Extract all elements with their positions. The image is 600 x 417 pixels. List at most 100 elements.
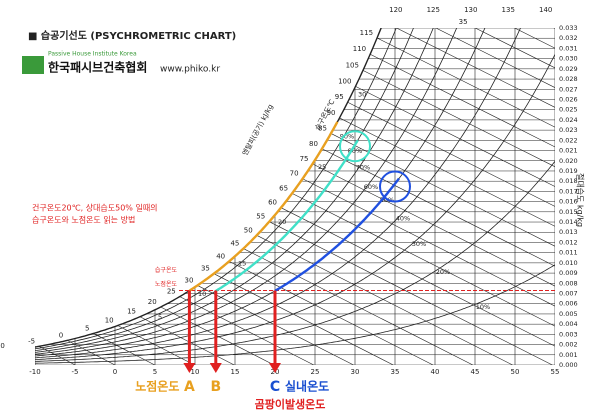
highlight-circle — [339, 130, 371, 163]
grid-line — [347, 101, 555, 207]
highlight-curve — [188, 121, 339, 292]
grid-line — [179, 296, 314, 365]
grid-line — [370, 53, 555, 148]
grid-line — [355, 86, 555, 187]
y-tick-label: 0.007 — [559, 290, 578, 298]
enthalpy-label: 105 — [346, 61, 359, 69]
y-tick-label: 0.014 — [559, 218, 578, 226]
x-tick-label: 45 — [471, 368, 480, 376]
arrow-label: 노점온도 — [135, 379, 179, 394]
y-tick-label: 0.017 — [559, 187, 578, 195]
grid-line — [269, 221, 553, 365]
enthalpy-label: 0 — [59, 331, 63, 339]
wetbulb-label: 15 — [238, 259, 246, 267]
rh-label: 20% — [436, 268, 450, 276]
y-axis-label: 절대습도 kg/kg — [576, 173, 585, 227]
grid-line — [291, 193, 555, 327]
wet-label: 습구온도 — [155, 266, 178, 274]
y-tick-label: 0.025 — [559, 106, 578, 114]
enthalpy-label: 65 — [279, 184, 288, 192]
y-tick-label: 0.018 — [559, 177, 578, 185]
enthalpy-label: 20 — [148, 298, 157, 306]
enthalpy-label: 140 — [539, 6, 552, 14]
rh-curve — [35, 54, 555, 360]
y-tick-label: 0.005 — [559, 310, 578, 318]
grid-line — [139, 316, 235, 365]
grid-line — [229, 261, 434, 365]
enthalpy-label: 엔탈피(공기) kJ/kg — [240, 103, 275, 157]
arrow-head — [183, 363, 196, 373]
rh-label: 70% — [356, 164, 370, 172]
highlight-circle — [379, 170, 411, 203]
grid-line — [312, 163, 555, 287]
enthalpy-label: 100 — [338, 77, 351, 85]
y-tick-label: 0.010 — [559, 259, 578, 267]
arrow-head — [209, 363, 222, 373]
rh-curve — [35, 28, 521, 359]
note-line: 건구온도20℃, 상대습도50% 일때의 — [32, 203, 158, 213]
wetbulb-label: 10 — [198, 290, 206, 298]
y-tick-label: 0.021 — [559, 147, 578, 155]
wetbulb-label: 25 — [318, 163, 326, 171]
arrow-letter: B — [210, 379, 221, 395]
rh-curve — [35, 28, 458, 355]
y-tick-label: 0.013 — [559, 228, 578, 236]
rh-label: 60% — [364, 183, 378, 191]
y-tick-label: 0.003 — [559, 330, 578, 338]
grid-line — [362, 70, 555, 168]
grid-line — [302, 178, 555, 307]
enthalpy-label: 70 — [290, 170, 299, 178]
rh-label: 40% — [396, 214, 410, 222]
logo-small: Passive House Institute Korea — [48, 51, 137, 58]
y-tick-label: 0.024 — [559, 116, 578, 124]
enthalpy-label: 5 — [85, 324, 89, 332]
y-tick-label: 0.008 — [559, 279, 578, 287]
y-tick-label: 0.016 — [559, 198, 578, 206]
highlight-curve — [215, 139, 359, 293]
x-tick-label: -5 — [72, 368, 79, 376]
y-tick-label: 0.009 — [559, 269, 578, 277]
arrow-label: 실내온도 — [285, 379, 329, 394]
enthalpy-label: 135 — [502, 6, 515, 14]
wetbulb-label: 20 — [278, 218, 286, 226]
enthalpy-label: 120 — [389, 6, 402, 14]
enthalpy-label: 15 — [127, 308, 136, 316]
rh-curve — [35, 28, 434, 353]
grid-line — [213, 273, 394, 365]
enthalpy-label: 75 — [300, 155, 309, 163]
x-tick-label: 40 — [431, 368, 440, 376]
y-tick-label: 0.032 — [559, 34, 578, 42]
enthalpy-label: -5 — [28, 337, 35, 345]
x-tick-label: -10 — [29, 368, 40, 376]
grid-line — [435, 28, 555, 88]
grid-line — [330, 133, 555, 247]
grid-line — [256, 235, 513, 365]
y-tick-label: 0.019 — [559, 167, 578, 175]
y-tick-label: 0.004 — [559, 320, 578, 328]
enthalpy-label: 60 — [268, 199, 277, 207]
logo-icon — [22, 56, 44, 74]
arrow-letter: A — [184, 379, 195, 395]
enthalpy-label: 50 — [244, 226, 253, 234]
x-tick-label: 0 — [113, 368, 117, 376]
y-tick-label: 0.006 — [559, 300, 578, 308]
grid-line — [395, 28, 555, 108]
logo-name: 한국패시브건축협회 — [48, 60, 147, 75]
enthalpy-label: 80 — [309, 140, 318, 148]
wetbulb-label: 30 — [358, 90, 366, 98]
y-tick-label: 0.012 — [559, 238, 578, 246]
grid-line — [160, 306, 275, 365]
grid-line — [474, 28, 555, 69]
rh-label: 80% — [348, 147, 362, 155]
wetbulb-label: 5 — [158, 313, 162, 321]
enthalpy-label: 25 — [167, 288, 176, 296]
y-tick-label: 0.027 — [559, 85, 578, 93]
x-tick-label: 55 — [551, 368, 560, 376]
rh-label: 30% — [412, 240, 426, 248]
grid-line — [243, 248, 473, 365]
chart-title: ■ 습공기선도 (PSYCHROMETRIC CHART) — [28, 29, 236, 42]
highlight-curve — [274, 177, 400, 292]
y-tick-label: 0.000 — [559, 361, 578, 369]
mold-label: 곰팡이발생온도 — [255, 397, 326, 411]
